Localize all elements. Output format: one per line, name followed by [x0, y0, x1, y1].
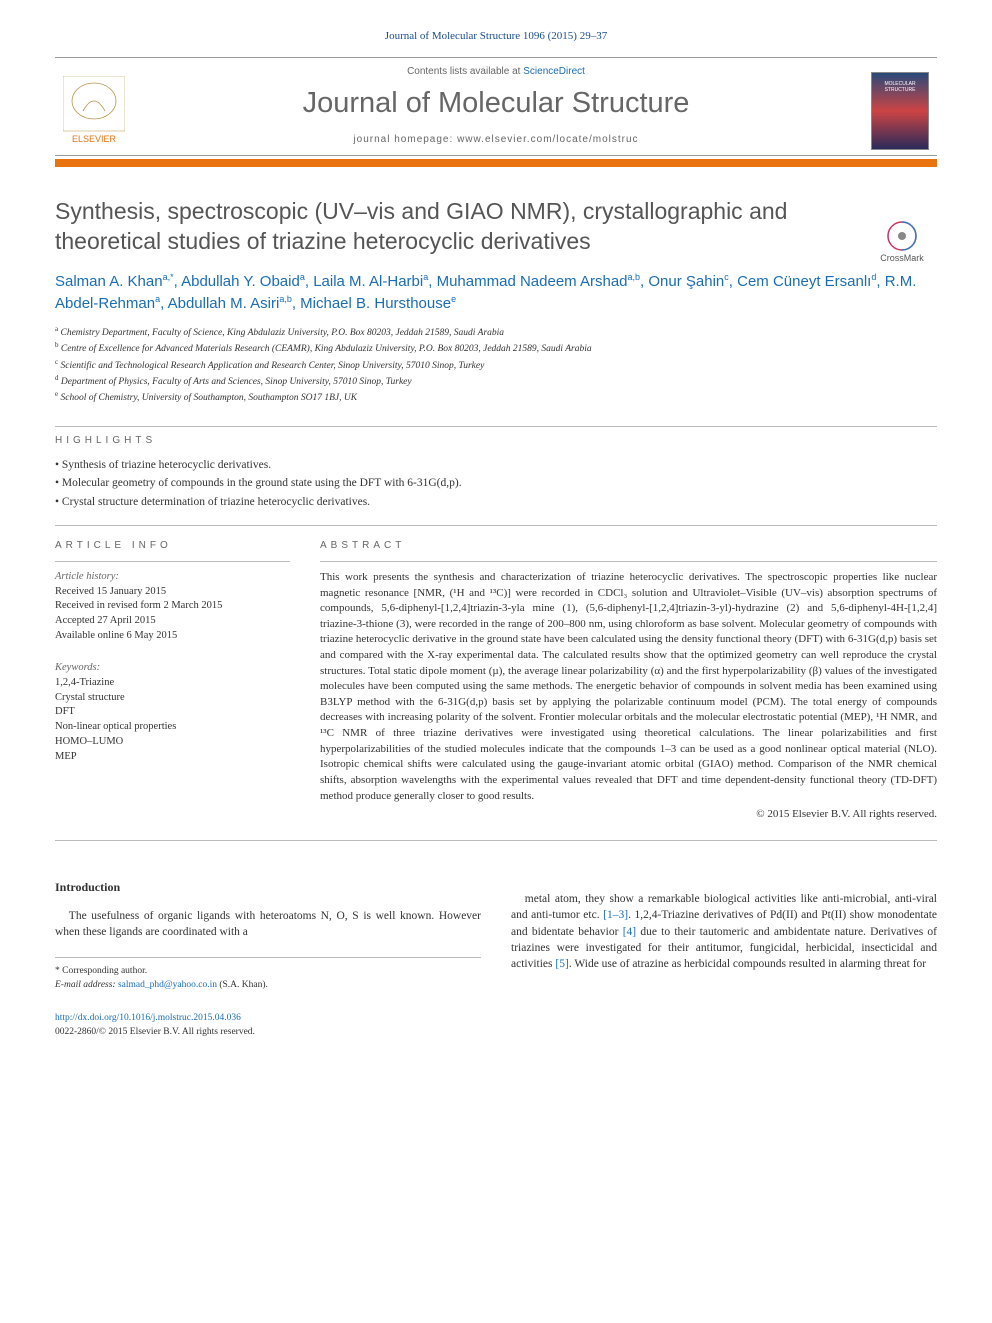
divider — [55, 840, 937, 841]
journal-homepage: journal homepage: www.elsevier.com/locat… — [55, 134, 937, 145]
journal-header: ELSEVIER MOLECULAR STRUCTURE Contents li… — [55, 57, 937, 156]
divider — [320, 561, 937, 562]
intro-para-1: The usefulness of organic ligands with h… — [55, 908, 481, 941]
highlight-item: Synthesis of triazine heterocyclic deriv… — [55, 456, 937, 474]
highlight-item: Crystal structure determination of triaz… — [55, 493, 937, 511]
article-title: Synthesis, spectroscopic (UV–vis and GIA… — [55, 197, 825, 257]
elsevier-logo: ELSEVIER — [63, 76, 125, 146]
doi-block: http://dx.doi.org/10.1016/j.molstruc.201… — [55, 1012, 481, 1039]
keyword: Non-linear optical properties — [55, 720, 290, 735]
contents-available: Contents lists available at ScienceDirec… — [55, 66, 937, 77]
author: Abdullah Y. Obaida — [181, 273, 305, 290]
orange-divider — [55, 159, 937, 167]
keyword: DFT — [55, 705, 290, 720]
sciencedirect-link[interactable]: ScienceDirect — [523, 66, 585, 77]
divider — [55, 525, 937, 526]
history-line: Received in revised form 2 March 2015 — [55, 599, 290, 614]
keywords-block: Keywords: 1,2,4-TriazineCrystal structur… — [55, 661, 290, 764]
highlight-item: Molecular geometry of compounds in the g… — [55, 474, 937, 492]
affiliation-list: a Chemistry Department, Faculty of Scien… — [55, 324, 937, 406]
highlights-list: Synthesis of triazine heterocyclic deriv… — [55, 456, 937, 511]
author: Onur Şahinc — [648, 273, 728, 290]
introduction-heading: Introduction — [55, 879, 481, 896]
keyword: 1,2,4-Triazine — [55, 676, 290, 691]
svg-text:ELSEVIER: ELSEVIER — [72, 134, 117, 144]
keyword: Crystal structure — [55, 691, 290, 706]
author: Cem Cüneyt Ersanlıd — [737, 273, 876, 290]
crossmark-badge[interactable]: CrossMark — [867, 221, 937, 263]
affiliation: a Chemistry Department, Faculty of Scien… — [55, 324, 937, 340]
author: Abdullah M. Asiria,b — [168, 295, 292, 312]
ref-link[interactable]: [1–3] — [603, 909, 628, 921]
article-info-heading: article info — [55, 540, 290, 551]
header-citation: Journal of Molecular Structure 1096 (201… — [55, 30, 937, 42]
history-line: Received 15 January 2015 — [55, 585, 290, 600]
affiliation: b Centre of Excellence for Advanced Mate… — [55, 340, 937, 356]
author: Salman A. Khana,* — [55, 273, 174, 290]
author: Michael B. Hursthousee — [300, 295, 456, 312]
abstract-heading: abstract — [320, 540, 937, 551]
affiliation: e School of Chemistry, University of Sou… — [55, 389, 937, 405]
ref-link[interactable]: [4] — [623, 926, 636, 938]
journal-cover-thumb: MOLECULAR STRUCTURE — [871, 72, 929, 150]
affiliation: c Scientific and Technological Research … — [55, 357, 937, 373]
doi-link[interactable]: http://dx.doi.org/10.1016/j.molstruc.201… — [55, 1013, 241, 1023]
abstract-copyright: © 2015 Elsevier B.V. All rights reserved… — [320, 808, 937, 820]
keyword: HOMO–LUMO — [55, 735, 290, 750]
abstract-text: This work presents the synthesis and cha… — [320, 570, 937, 804]
intro-para-2: metal atom, they show a remarkable biolo… — [511, 891, 937, 973]
divider — [55, 561, 290, 562]
journal-title: Journal of Molecular Structure — [55, 87, 937, 120]
keyword: MEP — [55, 750, 290, 765]
author: Muhammad Nadeem Arshada,b — [437, 273, 640, 290]
corresponding-author-block: * Corresponding author. E-mail address: … — [55, 957, 481, 993]
corresponding-email-link[interactable]: salmad_phd@yahoo.co.in — [118, 980, 217, 990]
history-line: Available online 6 May 2015 — [55, 629, 290, 644]
affiliation: d Department of Physics, Faculty of Arts… — [55, 373, 937, 389]
author: Laila M. Al-Harbia — [313, 273, 428, 290]
history-line: Accepted 27 April 2015 — [55, 614, 290, 629]
article-history: Article history: Received 15 January 201… — [55, 570, 290, 643]
ref-link[interactable]: [5] — [555, 958, 568, 970]
author-list: Salman A. Khana,*, Abdullah Y. Obaida, L… — [55, 271, 937, 316]
highlights-heading: highlights — [55, 435, 937, 446]
divider — [55, 426, 937, 427]
crossmark-icon — [887, 221, 917, 251]
